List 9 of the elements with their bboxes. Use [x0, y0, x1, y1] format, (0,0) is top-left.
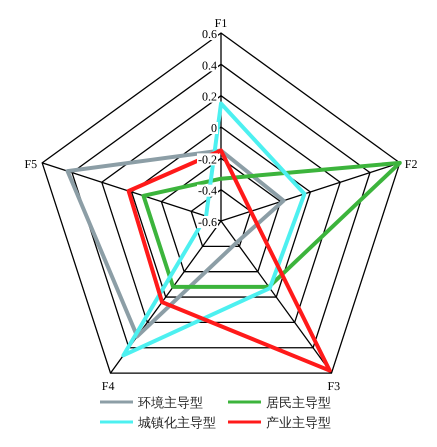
legend-label: 产业主导型 [266, 415, 331, 431]
legend-label: 城镇化主导型 [137, 415, 216, 431]
spoke-label: F3 [328, 379, 340, 394]
spoke-label: F4 [102, 379, 114, 394]
spoke-label: F5 [24, 156, 38, 171]
legend-label: 环境主导型 [138, 395, 203, 411]
legend-label: 居民主导型 [266, 395, 331, 411]
spoke-label: F2 [404, 156, 418, 171]
spoke-label: F1 [214, 16, 228, 30]
